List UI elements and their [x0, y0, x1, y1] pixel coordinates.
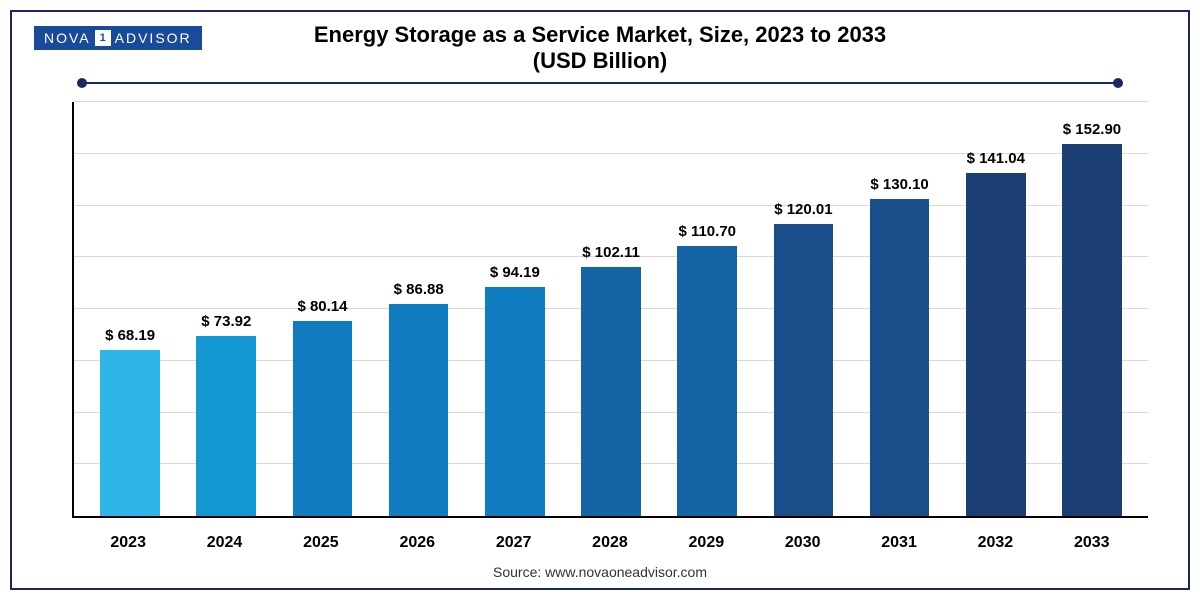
- x-axis-label: 2024: [176, 534, 272, 552]
- bar: [485, 287, 545, 516]
- bar-slot: $ 120.01: [755, 102, 851, 516]
- source-text: Source: www.novaoneadvisor.com: [12, 564, 1188, 580]
- x-axis-label: 2033: [1044, 534, 1140, 552]
- bar-value-label: $ 73.92: [201, 313, 251, 330]
- bar-value-label: $ 68.19: [105, 327, 155, 344]
- bar-value-label: $ 120.01: [774, 201, 832, 218]
- bar: [293, 321, 353, 516]
- chart-title-line2: (USD Billion): [12, 48, 1188, 74]
- bar-slot: $ 80.14: [274, 102, 370, 516]
- bar-slot: $ 86.88: [371, 102, 467, 516]
- bar: [100, 350, 160, 516]
- bar-value-label: $ 80.14: [297, 298, 347, 315]
- bar-value-label: $ 94.19: [490, 264, 540, 281]
- bar-slot: $ 130.10: [852, 102, 948, 516]
- x-axis-label: 2031: [851, 534, 947, 552]
- bar-slot: $ 102.11: [563, 102, 659, 516]
- x-axis-label: 2030: [755, 534, 851, 552]
- bar-slot: $ 68.19: [82, 102, 178, 516]
- x-axis-labels: 2023202420252026202720282029203020312032…: [72, 534, 1148, 552]
- bar-slot: $ 141.04: [948, 102, 1044, 516]
- bar: [870, 199, 930, 516]
- bar-value-label: $ 86.88: [394, 281, 444, 298]
- bars-container: $ 68.19 $ 73.92 $ 80.14 $ 86.88 $ 94.19 $ 102…: [74, 102, 1148, 516]
- bar: [677, 246, 737, 516]
- bar-slot: $ 152.90: [1044, 102, 1140, 516]
- bar: [966, 173, 1026, 516]
- bar: [196, 336, 256, 516]
- logo-left: NOVA: [44, 30, 91, 46]
- brand-logo: NOVA 1 ADVISOR: [34, 26, 202, 50]
- x-axis-label: 2032: [947, 534, 1043, 552]
- logo-right: ADVISOR: [115, 30, 192, 46]
- bar-value-label: $ 141.04: [967, 150, 1025, 167]
- bar-value-label: $ 130.10: [870, 176, 928, 193]
- bar-slot: $ 73.92: [178, 102, 274, 516]
- x-axis-label: 2027: [465, 534, 561, 552]
- bar-value-label: $ 102.11: [582, 244, 640, 261]
- bar: [774, 224, 834, 516]
- bar: [389, 304, 449, 516]
- bar-slot: $ 94.19: [467, 102, 563, 516]
- chart-frame: NOVA 1 ADVISOR Energy Storage as a Servi…: [10, 10, 1190, 590]
- bar: [1062, 144, 1122, 516]
- x-axis-label: 2028: [562, 534, 658, 552]
- logo-box: 1: [95, 30, 111, 46]
- title-underline: [82, 82, 1118, 84]
- bar: [581, 267, 641, 516]
- bar-value-label: $ 110.70: [678, 223, 736, 240]
- x-axis-label: 2023: [80, 534, 176, 552]
- x-axis-label: 2025: [273, 534, 369, 552]
- bar-value-label: $ 152.90: [1063, 121, 1121, 138]
- bar-slot: $ 110.70: [659, 102, 755, 516]
- x-axis-label: 2029: [658, 534, 754, 552]
- x-axis-label: 2026: [369, 534, 465, 552]
- chart-plot-area: $ 68.19 $ 73.92 $ 80.14 $ 86.88 $ 94.19 $ 102…: [72, 102, 1148, 518]
